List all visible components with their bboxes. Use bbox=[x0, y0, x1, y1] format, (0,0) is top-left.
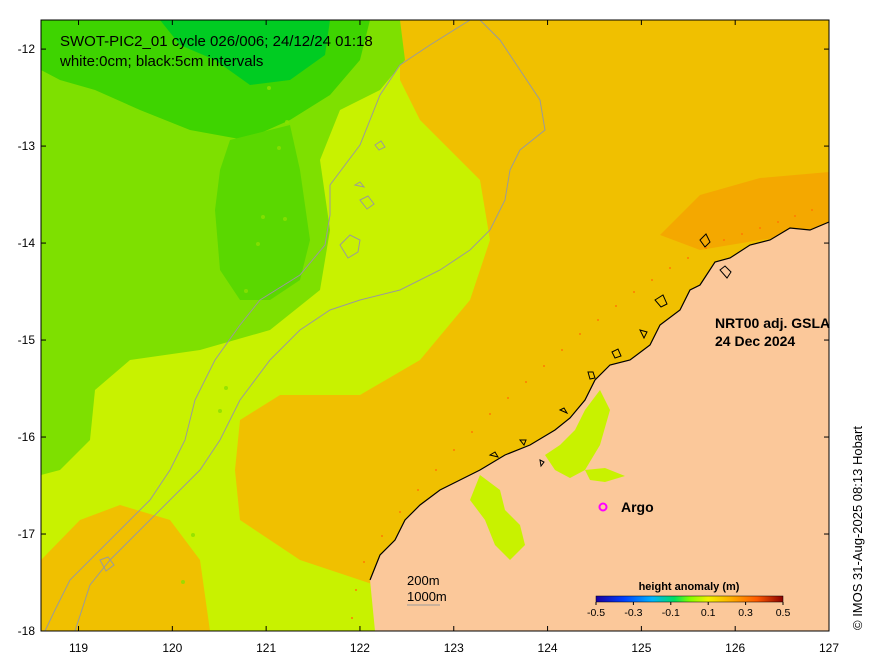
colorbar-ticks: -0.5 -0.3 -0.1 0.1 0.3 0.5 bbox=[587, 602, 790, 619]
swot-track-dots bbox=[351, 209, 813, 619]
bathymetry-200m bbox=[74, 20, 546, 631]
colorbar-tick-label: -0.3 bbox=[624, 607, 642, 619]
island-cluster bbox=[488, 233, 732, 468]
plot-frame bbox=[40, 19, 830, 632]
anomaly-region-lower-lobe bbox=[215, 125, 310, 300]
x-tick-label: 123 bbox=[444, 641, 464, 655]
bathymetry-1000m bbox=[44, 20, 471, 631]
bathymetry-shoal bbox=[99, 140, 386, 572]
colorbar-tick-label: -0.1 bbox=[662, 607, 680, 619]
map-subtitle: white:0cm; black:5cm intervals bbox=[59, 53, 263, 70]
x-tick-label: 121 bbox=[256, 641, 276, 655]
x-tick-label: 120 bbox=[162, 641, 182, 655]
coastline bbox=[369, 221, 829, 581]
map-plot-area bbox=[41, 20, 829, 631]
depth-1000-label: 1000m bbox=[407, 589, 447, 604]
colorbar-tick-label: 0.1 bbox=[701, 607, 716, 619]
coastal-patch bbox=[585, 468, 625, 482]
colorbar-tick-label: 0.5 bbox=[776, 607, 791, 619]
product-date: 24 Dec 2024 bbox=[715, 333, 795, 349]
x-tick-label: 125 bbox=[631, 641, 651, 655]
colorbar-title: height anomaly (m) bbox=[639, 581, 740, 593]
y-tick-label: -12 bbox=[18, 42, 36, 56]
credit-text: © IMOS 31-Aug-2025 08:13 Hobart bbox=[850, 426, 865, 630]
x-tick-label: 122 bbox=[350, 641, 370, 655]
y-tick-label: -13 bbox=[18, 139, 36, 153]
coastal-patch bbox=[470, 475, 525, 560]
argo-float-marker[interactable] bbox=[598, 502, 608, 512]
y-axis: -12 -13 -14 -15 -16 -17 -18 bbox=[18, 42, 829, 638]
swot-track-dots-west bbox=[181, 86, 289, 584]
product-label: NRT00 adj. GSLA bbox=[715, 315, 830, 331]
colorbar: height anomaly (m) -0.5 -0.3 -0.1 0.1 0.3 0.5 bbox=[587, 581, 790, 619]
y-tick-label: -16 bbox=[18, 430, 36, 444]
anomaly-region-lowest bbox=[160, 20, 330, 85]
depth-200-label: 200m bbox=[407, 573, 440, 588]
y-tick-label: -15 bbox=[18, 333, 36, 347]
map-title: SWOT-PIC2_01 cycle 026/006; 24/12/24 01:… bbox=[60, 33, 373, 50]
y-tick-label: -18 bbox=[18, 624, 36, 638]
anomaly-region-south-west bbox=[41, 505, 210, 631]
y-tick-label: -17 bbox=[18, 527, 36, 541]
y-tick-label: -14 bbox=[18, 236, 36, 250]
colorbar-gradient bbox=[595, 595, 784, 603]
argo-label: Argo bbox=[621, 499, 654, 515]
x-tick-label: 126 bbox=[725, 641, 745, 655]
x-tick-label: 119 bbox=[69, 641, 88, 655]
colorbar-tick-label: 0.3 bbox=[738, 607, 753, 619]
x-tick-label: 127 bbox=[819, 641, 839, 655]
coastal-patch bbox=[545, 390, 610, 478]
colorbar-tick-label: -0.5 bbox=[587, 607, 605, 619]
x-tick-label: 124 bbox=[538, 641, 558, 655]
x-axis: 119 120 121 122 123 124 125 126 127 bbox=[69, 20, 839, 655]
